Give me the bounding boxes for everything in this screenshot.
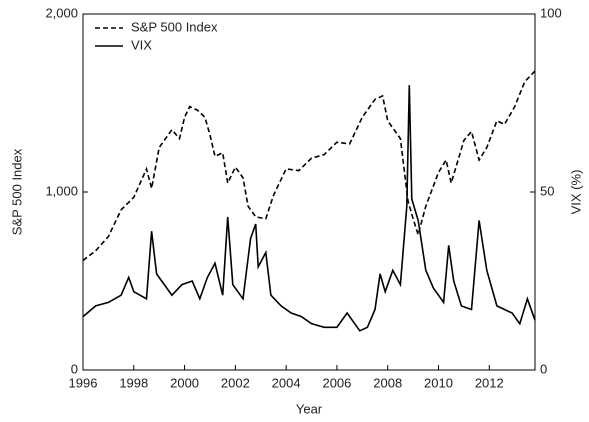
y-tick-label: 1,000: [45, 183, 78, 198]
y-tick-label: 2,000: [45, 5, 78, 20]
series-line: [82, 85, 536, 332]
y2-tick-label: 0: [540, 361, 547, 376]
x-tick-label: 2008: [373, 375, 402, 390]
x-tick-label: 2006: [322, 375, 351, 390]
x-axis-label: Year: [296, 401, 323, 416]
x-tick-label: 2012: [475, 375, 504, 390]
legend-label: S&P 500 Index: [131, 19, 218, 34]
y-axis-label: S&P 500 Index: [9, 148, 24, 235]
y2-tick-label: 50: [540, 183, 554, 198]
y2-tick-label: 100: [540, 5, 562, 20]
y2-axis-label: VIX (%): [568, 170, 583, 215]
x-tick-label: 2010: [424, 375, 453, 390]
plot-frame: [82, 13, 536, 371]
series-line: [82, 70, 536, 262]
x-tick-label: 1996: [69, 375, 98, 390]
x-tick-label: 2000: [170, 375, 199, 390]
y-tick-label: 0: [71, 361, 78, 376]
legend-label: VIX: [131, 37, 152, 52]
x-tick-label: 2002: [221, 375, 250, 390]
x-tick-label: 2004: [272, 375, 301, 390]
x-tick-label: 1998: [119, 375, 148, 390]
